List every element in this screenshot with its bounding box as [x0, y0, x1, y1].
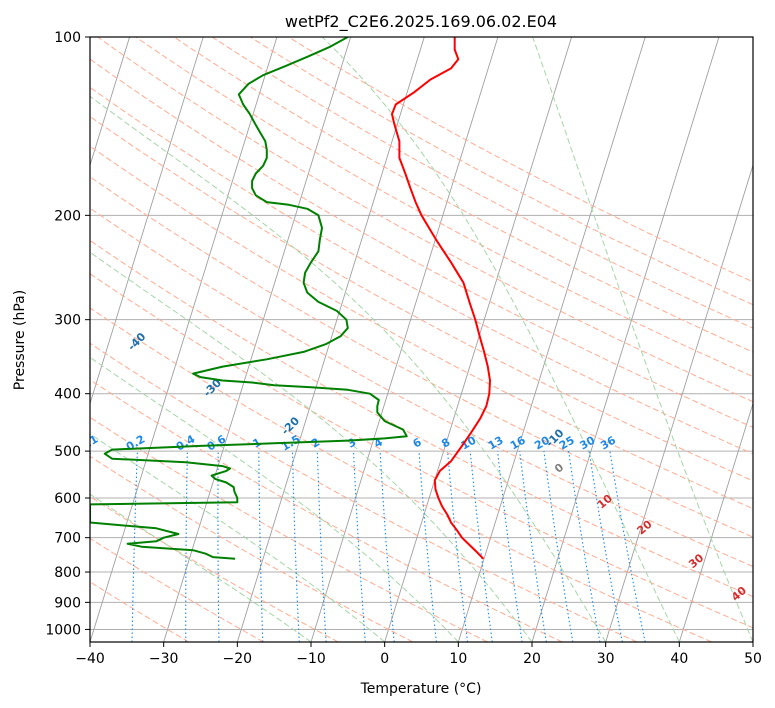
x-tick-label: 20: [523, 651, 541, 667]
profile-line: [391, 37, 491, 560]
dry-adiabat-line: [173, 37, 753, 353]
x-tick-label: −30: [149, 651, 179, 667]
dry-adiabat-line: [90, 58, 753, 428]
profile-series: [90, 37, 491, 560]
x-tick-label: 10: [449, 651, 467, 667]
dry-adiabat-line: [90, 379, 563, 642]
dry-adiabat-line: [90, 307, 712, 642]
y-tick-label: 1000: [45, 622, 81, 638]
isotherm-line: [531, 37, 720, 642]
isotherm-line: [310, 37, 499, 642]
mixing-ratio-line: [446, 451, 469, 642]
dry-adiabat-line: [90, 416, 488, 642]
mixing-ratio-line: [609, 451, 646, 642]
y-tick-label: 700: [54, 531, 81, 547]
moist-adiabat-line: [90, 251, 533, 642]
y-tick-label: 100: [54, 30, 81, 46]
y-tick-label: 400: [54, 387, 81, 403]
y-tick-label: 200: [54, 208, 81, 224]
dry-adiabat-line: [90, 273, 753, 629]
isotherm-lines: [90, 37, 753, 642]
x-tick-label: −40: [75, 651, 105, 667]
moist-adiabat-lines: [90, 37, 753, 642]
y-tick-label: 600: [54, 491, 81, 507]
dry-adiabat-line: [250, 37, 753, 306]
y-tick-label: 900: [54, 595, 81, 611]
dry-adiabat-line: [97, 37, 753, 403]
dry-adiabat-line: [90, 115, 753, 482]
mixing-ratio-line: [519, 451, 547, 642]
x-tick-label: 40: [670, 651, 688, 667]
x-tick-label: −20: [223, 651, 253, 667]
moist-adiabat-line: [90, 433, 386, 642]
y-axis-ticks: 100 200 300 400 500 600 700 800 900 1000: [45, 30, 90, 638]
dry-adiabat-line: [90, 239, 753, 598]
isotherm-line: [384, 37, 573, 642]
dry-adiabat-line: [90, 581, 190, 642]
isotherm-line: [236, 37, 425, 642]
mixing-ratio-label: 0.1: [77, 433, 100, 454]
isotherm-line: [678, 402, 753, 642]
isotherm-line: [90, 37, 278, 642]
y-tick-label: 500: [54, 444, 81, 460]
x-tick-label: 0: [380, 651, 389, 667]
dry-adiabat-line: [90, 207, 753, 568]
x-axis-ticks: −40 −30 −20 −10 0 10 20 30 40 50: [75, 642, 762, 667]
moist-adiabat-line: [321, 37, 680, 642]
dry-adiabat-line: [90, 537, 264, 642]
dry-adiabat-line: [90, 176, 753, 538]
isotherm-line: [163, 37, 352, 642]
chart-title: wetPf2_C2E6.2025.169.06.02.E04: [285, 12, 557, 32]
mixing-ratio-lines: [90, 451, 646, 642]
dry-adiabat-line: [135, 37, 753, 378]
moist-adiabat-line: [532, 37, 753, 642]
x-tick-label: −10: [296, 651, 326, 667]
mixing-ratio-line: [469, 451, 493, 642]
moist-adiabat-line: [90, 95, 607, 642]
dry-adiabat-line: [90, 342, 638, 642]
isotherm-line: [90, 37, 204, 406]
mixing-ratio-line: [418, 451, 437, 642]
dry-adiabat-line: [90, 145, 753, 510]
x-tick-label: 30: [597, 651, 615, 667]
y-tick-label: 300: [54, 313, 81, 329]
y-axis-label: Pressure (hPa): [12, 290, 28, 390]
moist-adiabat-line: [90, 356, 459, 642]
profile-line: [90, 37, 408, 560]
dry-adiabat-line: [90, 86, 753, 455]
plot-frame: [89, 36, 754, 643]
mixing-ratio-line: [379, 451, 395, 642]
y-tick-label: 800: [54, 565, 81, 581]
mixing-ratio-line: [497, 451, 523, 642]
x-tick-label: 50: [744, 651, 762, 667]
isotherm-line: [90, 37, 131, 167]
mixing-ratio-line: [543, 451, 574, 642]
isotherm-line: [457, 37, 646, 642]
x-axis-label: Temperature (°C): [360, 681, 482, 697]
isotherm-line: [605, 163, 753, 642]
